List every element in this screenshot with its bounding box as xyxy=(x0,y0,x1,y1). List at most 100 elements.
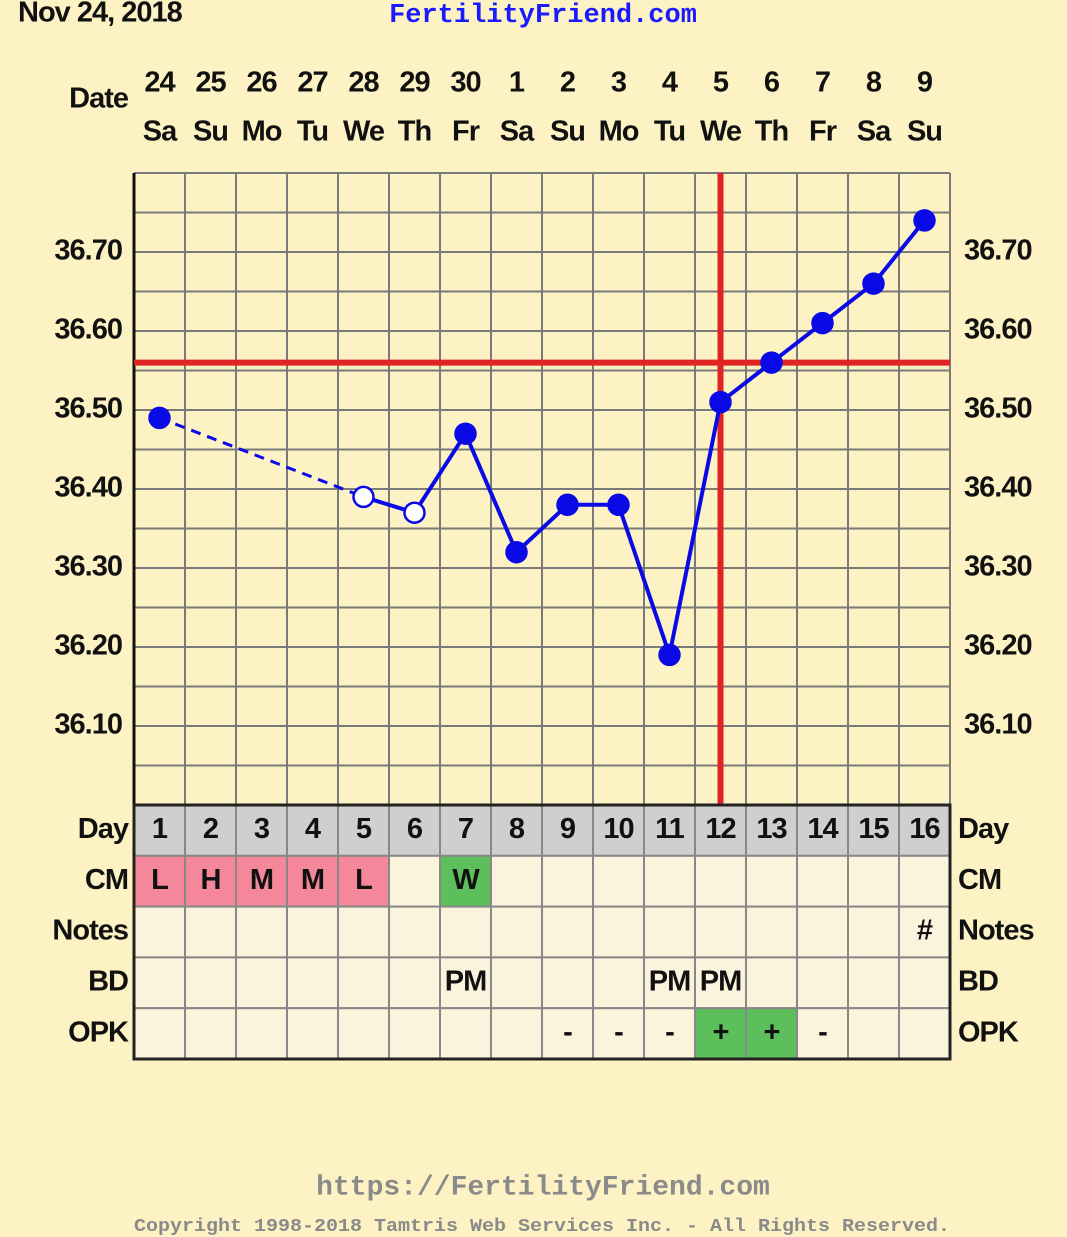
weekday-label: Su xyxy=(907,116,942,148)
day-number: 7 xyxy=(458,813,473,845)
table-cell xyxy=(541,956,594,1010)
date-label: 26 xyxy=(246,67,277,99)
weekday-label: Su xyxy=(193,116,228,148)
y2-tick-label: 36.20 xyxy=(964,630,1032,662)
row-label-right: CM xyxy=(958,864,1001,896)
y2-tick-label: 36.50 xyxy=(964,393,1032,425)
cell-text: M xyxy=(301,864,324,896)
table-cell xyxy=(286,854,339,908)
table-cell xyxy=(745,905,798,959)
date-label: 25 xyxy=(195,67,226,99)
y-tick-label: 36.20 xyxy=(54,630,122,662)
date-label: 3 xyxy=(611,67,627,99)
table-frame xyxy=(132,803,952,1061)
table-cell xyxy=(694,905,747,959)
data-point xyxy=(709,390,732,414)
data-point xyxy=(862,272,885,295)
day-number: 2 xyxy=(203,813,218,845)
weekday-label: Fr xyxy=(809,116,837,148)
date-label: 7 xyxy=(815,67,830,99)
weekday-label: Mo xyxy=(599,116,639,148)
table-cell xyxy=(337,956,390,1010)
weekday-label: Tu xyxy=(654,116,685,148)
table-cell xyxy=(490,956,543,1010)
table-cell xyxy=(184,956,237,1010)
date-label: 24 xyxy=(144,67,175,99)
row-label: CM xyxy=(85,864,128,896)
table-cell xyxy=(847,905,900,959)
weekday-label: Sa xyxy=(857,116,892,148)
data-point xyxy=(148,406,171,430)
table-cell xyxy=(796,905,849,959)
date-label: 2 xyxy=(560,67,575,99)
table-cell xyxy=(541,905,594,959)
date-label: Date xyxy=(69,83,129,115)
y-tick-label: 36.60 xyxy=(54,314,122,346)
data-point xyxy=(352,485,375,509)
table-cell xyxy=(541,854,594,908)
date-label: 4 xyxy=(662,67,678,99)
table-cell xyxy=(694,854,747,908)
table-cell xyxy=(898,905,951,959)
day-number: 1 xyxy=(152,813,168,845)
day-number: 11 xyxy=(655,813,685,845)
table-cell xyxy=(388,905,441,959)
table-cell xyxy=(133,956,186,1010)
y-tick-label: 36.10 xyxy=(54,709,122,741)
day-cell xyxy=(643,804,696,857)
row-label-right: BD xyxy=(958,965,998,997)
chart-title: FertilityFriend.com xyxy=(389,1,697,31)
table-cell xyxy=(643,1007,696,1061)
row-label-right: Notes xyxy=(958,915,1034,947)
table-cell xyxy=(898,1007,951,1061)
date-label: 28 xyxy=(348,67,379,99)
weekday-label: Th xyxy=(398,116,431,148)
weekday-label: Mo xyxy=(242,116,282,148)
table-cell xyxy=(847,956,900,1010)
cell-text: - xyxy=(818,1016,827,1048)
gap-line xyxy=(158,416,365,499)
cell-text: L xyxy=(355,864,372,896)
table-cell xyxy=(439,956,492,1010)
table-cell xyxy=(337,905,390,959)
y2-tick-label: 36.70 xyxy=(964,235,1032,267)
chart-date: Nov 24, 2018 xyxy=(18,0,183,29)
table-cell xyxy=(235,956,288,1010)
table-cell xyxy=(439,905,492,959)
data-point xyxy=(658,643,681,667)
table-cell xyxy=(388,956,441,1010)
data-point xyxy=(403,501,426,524)
day-cell xyxy=(541,804,594,857)
y-tick-label: 36.70 xyxy=(54,235,122,267)
table-cell xyxy=(847,854,900,908)
day-number: 4 xyxy=(305,813,321,845)
table-cell xyxy=(847,1007,900,1061)
cell-text: PM xyxy=(649,965,691,997)
row-label-right: Day xyxy=(958,813,1009,845)
day-number: 16 xyxy=(909,813,940,845)
table-cell xyxy=(796,956,849,1010)
cell-text: H xyxy=(201,864,221,896)
table-cell xyxy=(286,956,339,1010)
table-cell xyxy=(490,1007,543,1061)
day-number: 12 xyxy=(705,813,735,845)
row-label: OPK xyxy=(68,1016,129,1048)
day-number: 8 xyxy=(509,813,525,845)
table-cell xyxy=(337,1007,390,1061)
day-number: 13 xyxy=(756,813,787,845)
cell-text: M xyxy=(250,864,273,896)
weekday-label: Tu xyxy=(297,116,328,148)
weekday-label: We xyxy=(343,116,385,148)
day-number: 14 xyxy=(807,813,838,845)
table-cell xyxy=(184,1007,237,1061)
table-cell xyxy=(694,1007,747,1061)
cell-text: - xyxy=(665,1016,674,1048)
table-cell xyxy=(745,956,798,1010)
weekday-label: Fr xyxy=(452,116,480,148)
table-cell xyxy=(745,1007,798,1061)
table-cell xyxy=(184,854,237,908)
cell-text: PM xyxy=(700,965,742,997)
row-label: Notes xyxy=(52,915,128,947)
table-cell xyxy=(643,905,696,959)
